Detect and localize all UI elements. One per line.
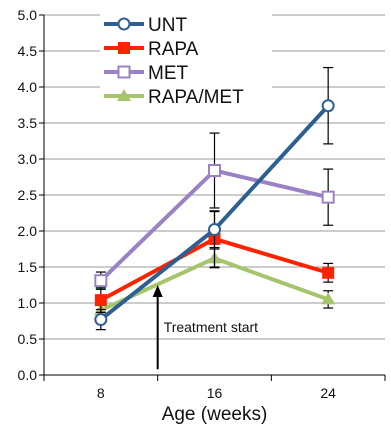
x-tick-label: 16 (207, 385, 223, 401)
y-tick-label: 1.5 (18, 259, 38, 275)
data-point (321, 99, 335, 113)
data-point (322, 266, 335, 279)
y-tick-label: 3.0 (18, 151, 38, 167)
series-met (94, 132, 335, 290)
legend-label: RAPA (148, 39, 199, 60)
legend-item-rapa: RAPA (100, 37, 272, 60)
annotation: Treatment start (152, 285, 259, 370)
legend-swatch-marker (118, 42, 130, 54)
data-point (321, 190, 335, 204)
series-unt (94, 66, 335, 331)
treatment-start-arrowhead (152, 285, 163, 297)
legend-item-met: MET (100, 61, 272, 84)
legend-item-rapa-met: RAPA/MET (100, 85, 272, 108)
y-tick-label: 2.5 (18, 187, 38, 203)
y-tick-label: 4.5 (18, 43, 38, 59)
data-point (94, 294, 107, 307)
legend-item-background (100, 37, 272, 59)
treatment-start-label: Treatment start (164, 319, 259, 335)
legend-item-background (100, 85, 272, 107)
legend-label: MET (148, 63, 189, 84)
data-point (208, 223, 221, 237)
y-tick-label: 2.0 (18, 223, 38, 239)
x-tick-label: 8 (97, 385, 105, 401)
data-point (321, 292, 336, 305)
legend-label: RAPA/MET (148, 87, 244, 108)
y-tick-label: 5.0 (18, 7, 38, 23)
data-point (208, 164, 221, 178)
legend-item-background (100, 13, 272, 35)
data-point (94, 274, 108, 288)
axes (39, 14, 386, 381)
legend-label: UNT (148, 15, 187, 36)
legend: UNT RAPA MET RAPA/MET (100, 13, 272, 108)
y-tick-label: 0.5 (18, 331, 38, 347)
legend-item-background (100, 61, 272, 83)
y-tick-label: 4.0 (18, 79, 38, 95)
legend-swatch-marker (117, 65, 131, 79)
y-tick-label: 1.0 (18, 295, 38, 311)
x-tick-label: 24 (320, 385, 336, 401)
series (93, 66, 336, 331)
x-axis-label: Age (weeks) (162, 404, 268, 425)
y-tick-label: 3.5 (18, 115, 38, 131)
legend-item-unt: UNT (100, 13, 272, 36)
tick-labels: 0.0 0.5 1.0 1.5 2.0 2.5 3.0 3.5 4.0 4.5 5.0 8 16 24 (18, 7, 337, 401)
y-tick-label: 0.0 (18, 367, 38, 383)
legend-swatch-marker (117, 17, 131, 31)
data-point (94, 313, 108, 327)
legend-swatch-marker (117, 89, 131, 101)
